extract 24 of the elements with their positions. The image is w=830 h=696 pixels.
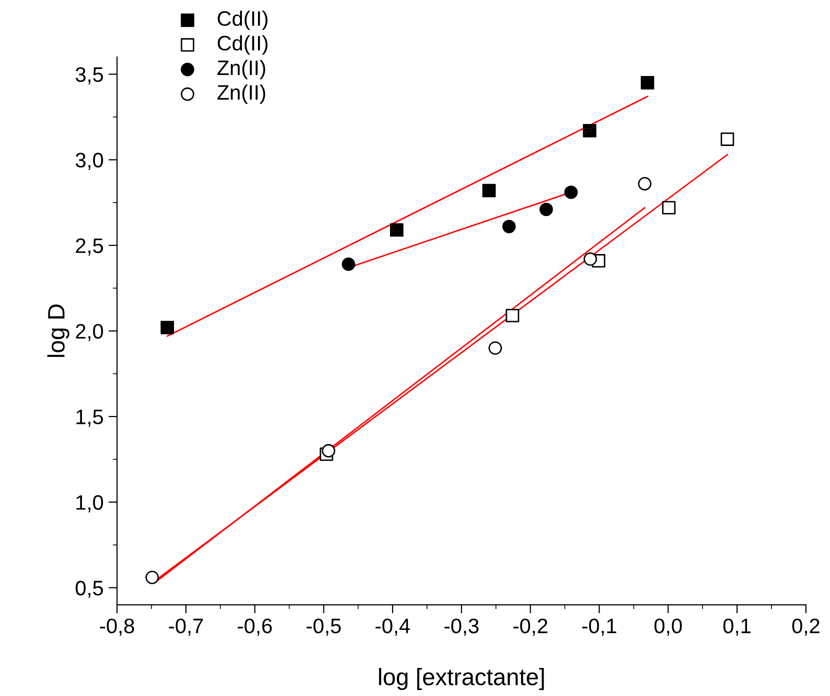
x-axis-title: log [extractante] [379,668,544,690]
x-tick-label: -0,2 [513,618,548,636]
y-tick-label: 0,5 [76,580,103,598]
legend-label: Cd(II) [218,10,268,30]
x-tick-label: -0,8 [100,618,134,636]
x-tick-label: -0,3 [444,618,479,636]
x-tick-label: -0,7 [168,618,203,636]
legend-label: Zn(II) [217,84,266,104]
y-tick-label: 3,0 [76,152,104,170]
y-tick-label: 3,5 [76,67,103,84]
x-tick-label: 0,1 [723,618,751,636]
x-tick-label: -0,1 [582,618,616,636]
x-tick-label: 0,0 [654,618,682,636]
y-tick-label: 2,5 [76,238,103,256]
x-tick-label: -0,5 [306,618,341,636]
legend-label: Zn(II) [217,60,266,80]
x-tick-label: -0,6 [238,618,272,636]
y-tick-label: 1,5 [76,410,103,427]
legend-label: Cd(II) [218,35,268,55]
y-axis-title: log D [47,304,70,357]
y-tick-label: 1,0 [76,495,104,512]
y-tick-label: 2,0 [76,324,104,342]
x-tick-label: -0,4 [376,618,410,636]
x-tick-label: 0,2 [792,618,820,636]
